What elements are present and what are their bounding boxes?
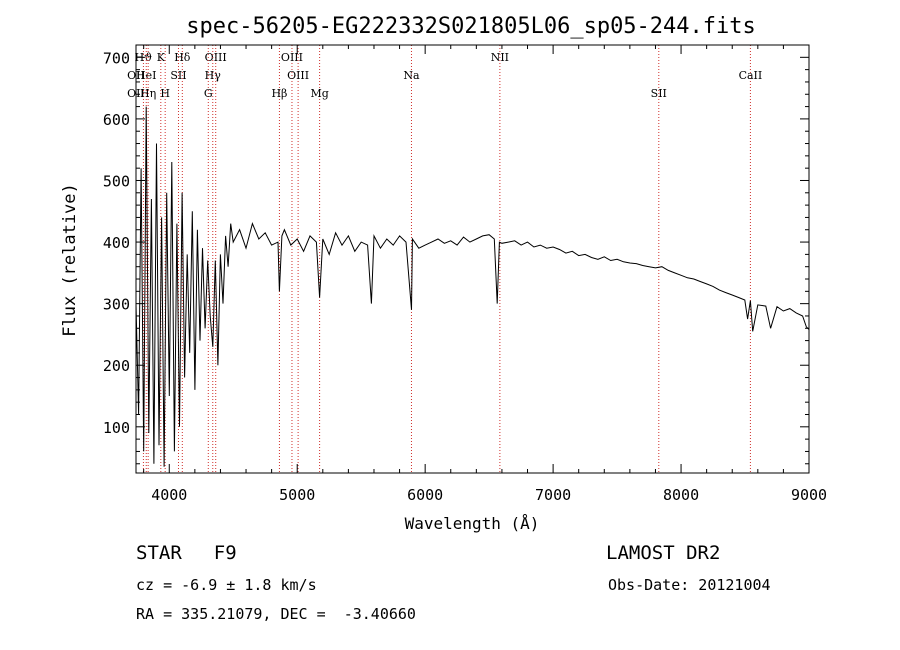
line-marker-label: OIII (205, 51, 227, 64)
line-marker-label: Na (403, 69, 420, 82)
spectrum-line (135, 106, 810, 467)
line-marker-label: Hδ (174, 51, 191, 64)
chart-title: spec-56205-EG222332S021805L06_sp05-244.f… (186, 14, 756, 39)
y-axis-ticks: 100 200 300 400 500 600 700 (103, 44, 809, 465)
line-marker-label: Hη (140, 87, 156, 100)
y-tick-label: 500 (103, 172, 130, 190)
line-marker-label: SII (170, 69, 186, 82)
line-marker-label: CaII (739, 69, 763, 82)
y-tick-label: 200 (103, 357, 130, 375)
x-tick-label: 9000 (791, 486, 827, 504)
line-marker-label: OIII (287, 69, 309, 82)
coords-line: RA = 335.21079, DEC = -3.40660 (136, 605, 416, 623)
x-axis-label: Wavelength (Å) (405, 514, 540, 533)
line-marker-label: G (204, 87, 213, 100)
survey-name: LAMOST DR2 (606, 542, 721, 564)
y-tick-label: 100 (103, 419, 130, 437)
obs-date: Obs-Date: 20121004 (608, 576, 771, 594)
line-marker-label: Hβ (271, 87, 287, 100)
line-marker-label: H (160, 87, 170, 100)
line-marker-label: Mg (310, 87, 328, 100)
line-marker-label: HeI (136, 69, 156, 82)
object-class: STAR F9 (136, 542, 237, 564)
y-axis-label: Flux (relative) (60, 183, 80, 337)
x-tick-label: 5000 (279, 486, 315, 504)
x-tick-label: 8000 (663, 486, 699, 504)
line-marker-label: SII (651, 87, 667, 100)
plot-frame (135, 44, 810, 474)
x-axis-ticks: 4000 5000 6000 7000 8000 9000 (143, 45, 827, 504)
subclass-value: F9 (213, 542, 237, 564)
redshift-line: cz = -6.9 ± 1.8 km/s (136, 576, 317, 594)
x-tick-label: 7000 (535, 486, 571, 504)
y-tick-label: 600 (103, 111, 130, 129)
object-class-value: STAR (136, 542, 182, 564)
spectrum-series (135, 106, 810, 467)
y-tick-label: 700 (103, 49, 130, 67)
x-tick-label: 6000 (407, 486, 443, 504)
y-tick-label: 300 (103, 296, 130, 314)
y-tick-label: 400 (103, 234, 130, 252)
line-marker-label: OIII (281, 51, 303, 64)
line-marker-label: Hγ (205, 69, 222, 82)
line-marker-label: K (157, 51, 166, 64)
x-tick-label: 4000 (151, 486, 187, 504)
line-marker-label: NII (491, 51, 509, 64)
